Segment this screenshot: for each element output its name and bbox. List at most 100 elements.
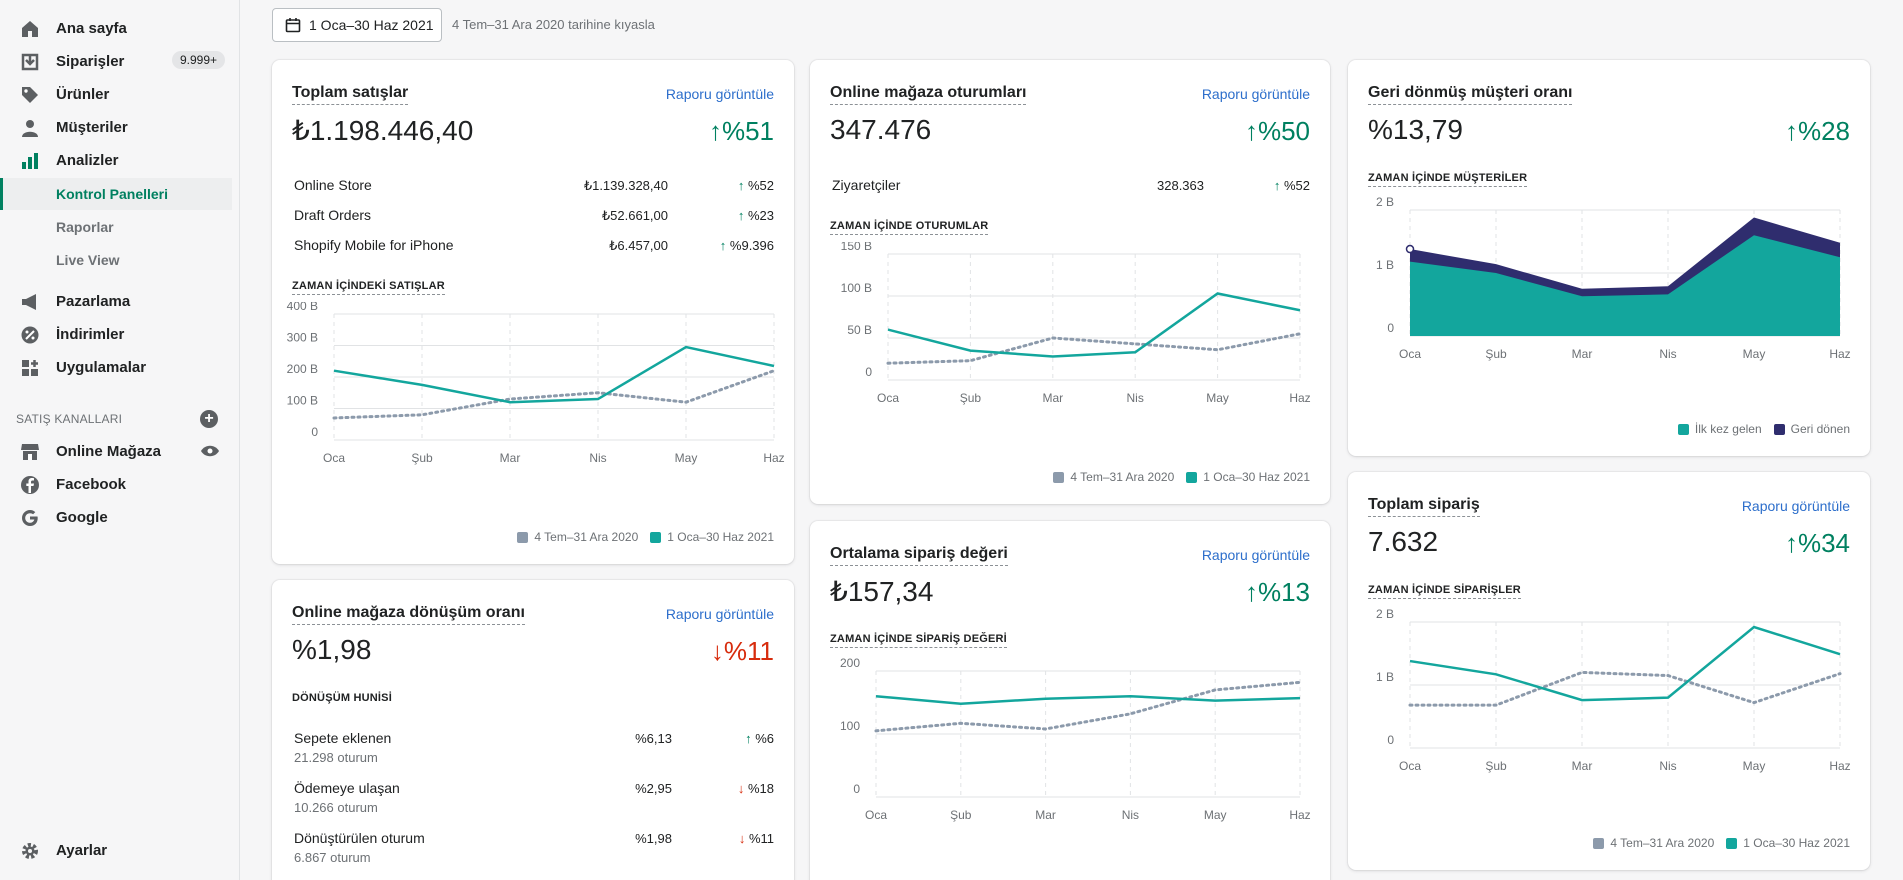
funnel-label: Ödemeye ulaşan: [294, 780, 400, 796]
nav-apps[interactable]: Uygulamalar: [0, 351, 232, 383]
nav-label: Facebook: [56, 475, 127, 493]
chart-title: ZAMAN İÇİNDE MÜŞTERİLER: [1368, 172, 1528, 187]
x-tick-label: Şub: [950, 808, 972, 822]
breakdown-label: Ziyaretçiler: [832, 177, 901, 193]
x-tick-label: Oca: [1399, 759, 1421, 773]
y-tick-label: 100: [840, 719, 860, 733]
x-tick-label: Mar: [1572, 759, 1593, 773]
view-report-link[interactable]: Raporu görüntüle: [665, 606, 774, 622]
conversion-card: Online mağaza dönüşüm oranı Raporu görün…: [272, 580, 794, 880]
arrow-down-icon: ↓: [710, 636, 724, 666]
card-title: Online mağaza oturumları: [830, 84, 1027, 105]
sessions-value: 347.476: [830, 114, 932, 145]
sessions-delta: ↑%50: [1244, 116, 1310, 146]
x-tick-label: Haz: [763, 451, 784, 465]
nav-facebook[interactable]: Facebook: [0, 468, 232, 500]
add-channel-icon[interactable]: +: [200, 410, 218, 428]
x-tick-label: May: [1743, 347, 1766, 361]
nav-online-store[interactable]: Online Mağaza: [0, 435, 232, 467]
total-orders-card: Toplam sipariş Raporu görüntüle 7.632 ↑%…: [1348, 472, 1870, 870]
x-tick-label: May: [1204, 808, 1227, 822]
breakdown-value: ₺1.139.328,40: [583, 178, 668, 193]
x-tick-label: Haz: [1829, 759, 1850, 773]
x-tick-label: Mar: [1035, 808, 1056, 822]
eye-icon[interactable]: [200, 445, 220, 457]
y-tick-label: 100 B: [841, 281, 872, 295]
area-first-time: [1410, 235, 1840, 336]
total-sales-card: Toplam satışlar Raporu görüntüle ₺1.198.…: [272, 60, 794, 564]
y-tick-label: 300 B: [287, 331, 318, 345]
breakdown-delta: ↑ %9.396: [719, 238, 774, 253]
view-report-link[interactable]: Raporu görüntüle: [1741, 498, 1850, 514]
nav-discounts[interactable]: İndirimler: [0, 318, 232, 350]
x-tick-label: Mar: [500, 451, 521, 465]
analytics-icon: [22, 153, 38, 169]
nav-label: Ürünler: [56, 85, 110, 103]
x-tick-label: Şub: [1485, 759, 1507, 773]
chart-legend: 4 Tem–31 Ara 2020 1 Oca–30 Haz 2021: [1593, 836, 1850, 850]
x-tick-label: Haz: [1829, 347, 1850, 361]
nav-google[interactable]: Google: [0, 501, 232, 533]
arrow-up-icon: ↑: [737, 178, 745, 193]
series-line-current: [1409, 625, 1841, 702]
breakdown-value: ₺6.457,00: [609, 238, 668, 253]
x-tick-label: Nis: [589, 451, 606, 465]
funnel-delta: ↓ %11: [738, 831, 774, 846]
x-tick-label: Şub: [1485, 347, 1507, 361]
orders-delta: ↑%34: [1784, 528, 1850, 558]
arrow-up-icon: ↑: [708, 116, 722, 146]
nav-analytics[interactable]: Analizler: [0, 144, 232, 176]
card-title: Toplam sipariş: [1368, 496, 1480, 517]
date-range-button[interactable]: 1 Oca–30 Haz 2021: [272, 8, 442, 42]
date-range-label: 1 Oca–30 Haz 2021: [309, 17, 434, 33]
total-sales-value: ₺1.198.446,40: [292, 115, 474, 146]
nav-label: Pazarlama: [56, 292, 131, 310]
sales-channels-title: SATIŞ KANALLARI: [16, 412, 123, 426]
y-tick-label: 2 B: [1376, 196, 1394, 209]
nav-settings[interactable]: Ayarlar: [0, 834, 232, 866]
y-tick-label: 100 B: [287, 394, 318, 408]
x-tick-label: Mar: [1572, 347, 1593, 361]
view-report-link[interactable]: Raporu görüntüle: [665, 86, 774, 102]
view-report-link[interactable]: Raporu görüntüle: [1201, 86, 1310, 102]
breakdown-label: Draft Orders: [294, 207, 372, 223]
series-line-current: [333, 345, 775, 404]
series-line-current: [887, 292, 1301, 358]
card-title: Online mağaza dönüşüm oranı: [292, 604, 525, 625]
orders-icon: [21, 53, 39, 71]
funnel-title: DÖNÜŞÜM HUNİSİ: [292, 692, 392, 704]
chart-legend: 4 Tem–31 Ara 2020 1 Oca–30 Haz 2021: [517, 530, 774, 544]
nav-home[interactable]: Ana sayfa: [0, 12, 232, 44]
aov-delta: ↑%13: [1244, 577, 1310, 607]
chart-legend: İlk kez gelen Geri dönen: [1677, 422, 1850, 436]
megaphone-icon: [22, 294, 36, 310]
legend-swatch-prev: [517, 531, 529, 543]
series-line-current: [875, 694, 1301, 706]
view-report-link[interactable]: Raporu görüntüle: [1201, 547, 1310, 563]
nav-dashboards[interactable]: Kontrol Panelleri: [0, 178, 232, 210]
nav-products[interactable]: Ürünler: [0, 78, 232, 110]
sales-line-chart: 0 100 B 200 B 300 B 400 B Oca Şub Mar Nis May Haz: [287, 302, 785, 465]
nav-orders[interactable]: Siparişler 9.999+: [0, 45, 232, 77]
orders-count-badge: 9.999+: [172, 51, 226, 69]
nav-marketing[interactable]: Pazarlama: [0, 285, 232, 317]
nav-live-view[interactable]: Live View: [0, 244, 232, 276]
orders-line-chart: 0 1 B 2 B Oca Şub Mar Nis May Haz: [1376, 608, 1851, 773]
card-title: Ortalama sipariş değeri: [830, 545, 1008, 566]
nav-reports[interactable]: Raporlar: [0, 211, 232, 243]
hover-point: [1405, 244, 1415, 254]
home-icon: [22, 21, 38, 37]
chart-legend: 4 Tem–31 Ara 2020 1 Oca–30 Haz 2021: [1053, 470, 1310, 484]
conversion-value: %1,98: [292, 634, 372, 665]
nav-sub-label: Raporlar: [56, 219, 114, 235]
legend-swatch-returning: [1773, 423, 1785, 435]
legend-swatch-prev: [1053, 471, 1065, 483]
arrow-up-icon: ↑: [1244, 116, 1258, 146]
funnel-value: %1,98: [635, 831, 672, 846]
chart-title: ZAMAN İÇİNDE SİPARİŞ DEĞERİ: [830, 633, 1007, 648]
google-icon: [22, 510, 38, 526]
nav-customers[interactable]: Müşteriler: [0, 111, 232, 143]
arrow-up-icon: ↑: [1784, 528, 1798, 558]
arrow-up-icon: ↑: [737, 208, 745, 223]
x-tick-label: Nis: [1659, 759, 1676, 773]
